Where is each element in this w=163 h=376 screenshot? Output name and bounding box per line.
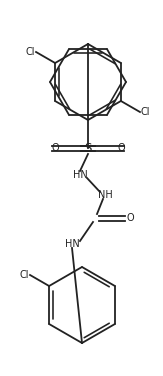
Text: NH: NH — [98, 190, 112, 200]
Text: S: S — [84, 141, 92, 155]
Text: Cl: Cl — [141, 107, 150, 117]
Text: Cl: Cl — [26, 47, 35, 57]
Text: O: O — [51, 143, 59, 153]
Text: HN: HN — [73, 170, 87, 180]
Text: O: O — [126, 213, 134, 223]
Text: Cl: Cl — [20, 270, 29, 280]
Text: HN: HN — [65, 239, 79, 249]
Text: O: O — [117, 143, 125, 153]
